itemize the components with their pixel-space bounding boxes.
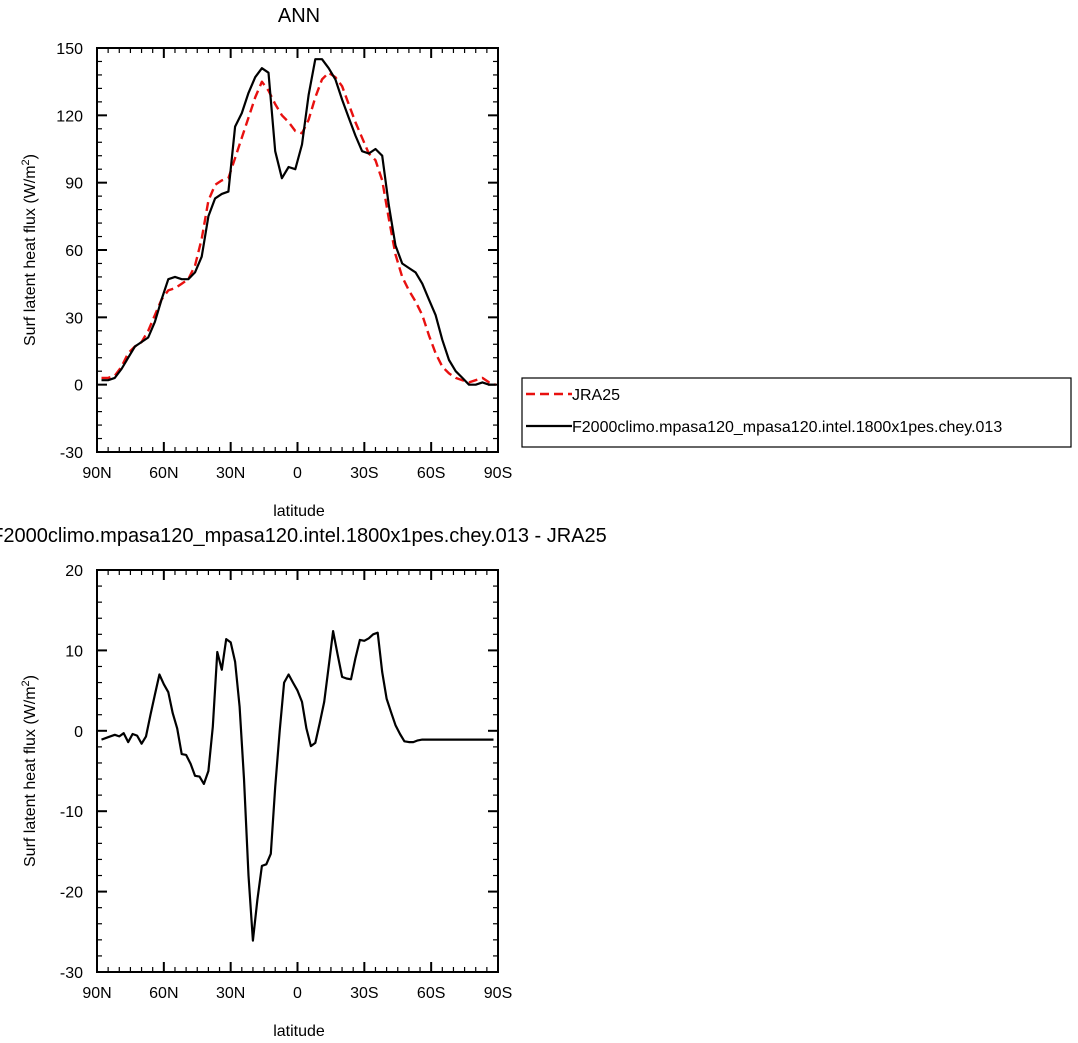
x-tick-label: 90S [484,985,512,1002]
legend-label-model: F2000climo.mpasa120_mpasa120.intel.1800x… [572,419,1002,436]
x-tick-label: 60S [417,985,445,1002]
series-line-f2000climo-mpasa120-mpasa120-i [101,58,496,386]
legend-box [521,377,1072,448]
x-tick-label: 90N [82,985,111,1002]
chart-top-series [101,58,497,386]
x-tick-label: 30S [350,465,378,482]
y-tick-label: -10 [60,804,83,821]
y-tick-label: -30 [60,965,83,982]
chart-top-plot-area [96,47,499,453]
y-tick-label: 150 [56,41,83,58]
x-tick-label: 90N [82,465,111,482]
x-tick-label: 60N [149,465,178,482]
x-tick-label: 90S [484,465,512,482]
x-tick-label: 30S [350,985,378,1002]
series-line-jra25 [101,71,497,386]
x-tick-label: 60N [149,985,178,1002]
chart-bottom-ylabel: Surf latent heat flux (W/m2) [20,675,39,867]
chart-bottom-series [101,629,494,942]
y-tick-label: 0 [74,724,83,741]
x-tick-label: 0 [293,465,302,482]
y-tick-label: 90 [65,176,83,193]
chart-bottom-xlabel: latitude [273,1023,325,1040]
y-tick-label: 20 [65,563,83,580]
y-tick-label: 10 [65,643,83,660]
chart-bottom-ticks: 90N 60N 30N 0 30S 60S 90S -30 -20 -10 0 10 20 [60,563,512,1002]
chart-top-xlabel: latitude [273,503,325,520]
chart-top-frame [96,47,499,453]
x-tick-label: 0 [293,985,302,1002]
legend-label-jra25: JRA25 [572,387,620,404]
y-tick-label: 120 [56,108,83,125]
x-tick-label: 30N [216,465,245,482]
chart-top: ANN 90N 60N 30N 0 30S 60S 90S-300306090120150 … [20,5,1072,520]
chart-bottom-title: F2000climo.mpasa120_mpasa120.intel.1800x… [0,525,607,547]
chart-bottom-plot-area [96,569,499,973]
chart-top-legend: JRA25 F2000climo.mpasa120_mpasa120.intel… [521,377,1072,448]
series-line-difference [101,629,494,942]
chart-bottom-frame [96,569,499,973]
x-tick-label: 30N [216,985,245,1002]
y-tick-label: 30 [65,310,83,327]
y-tick-label: -20 [60,885,83,902]
chart-top-ticks: 90N 60N 30N 0 30S 60S 90S -30 0 30 60 90 120 150 [56,41,512,482]
x-tick-label: 60S [417,465,445,482]
y-tick-label: 60 [65,243,83,260]
chart-top-ylabel: Surf latent heat flux (W/m2) [20,154,39,346]
y-tick-label: 0 [74,378,83,395]
y-tick-label: -30 [60,445,83,462]
chart-top-title: ANN [278,5,320,27]
chart-bottom: F2000climo.mpasa120_mpasa120.intel.1800x… [0,525,607,1040]
